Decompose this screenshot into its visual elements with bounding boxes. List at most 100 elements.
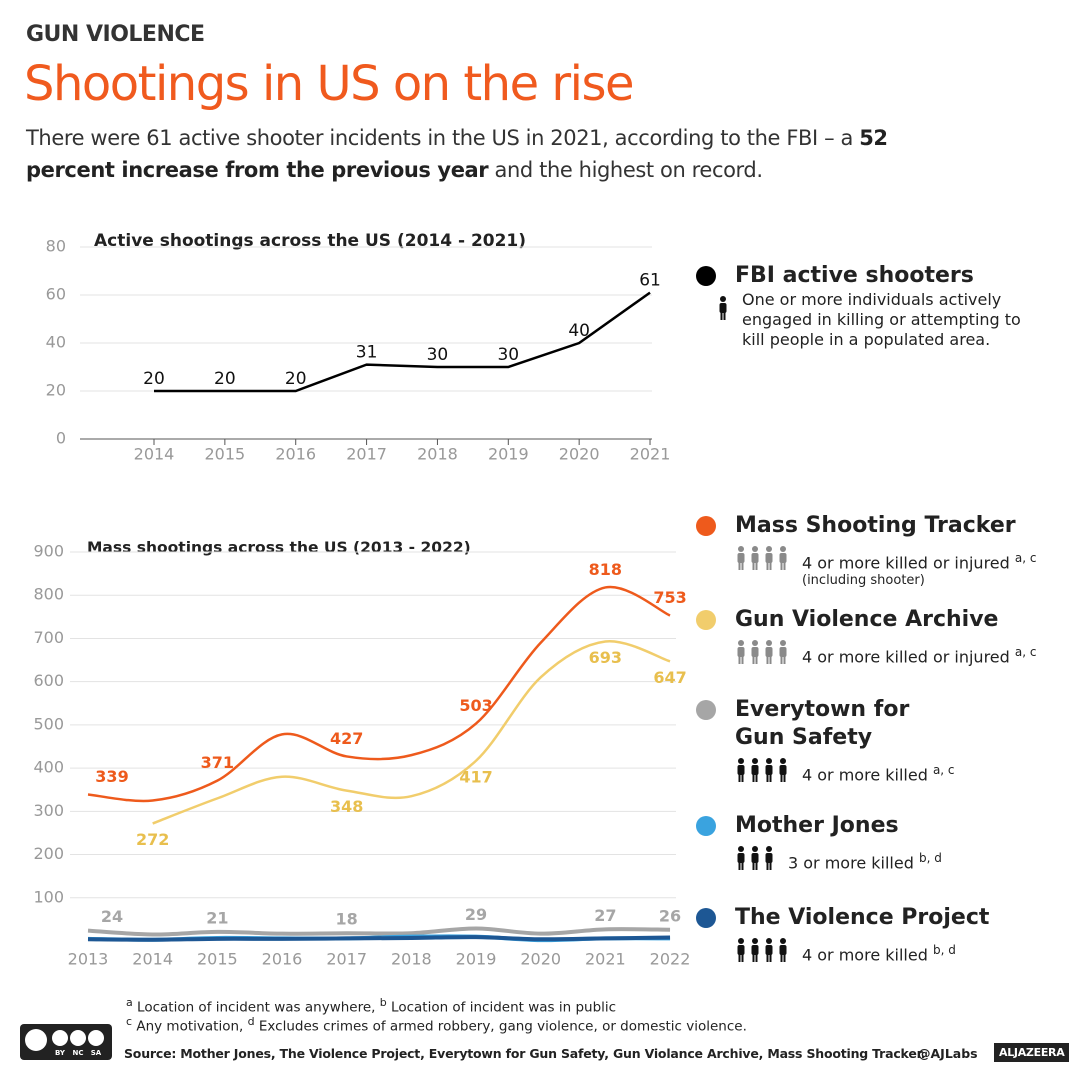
legend-dot [696,816,716,836]
person-icon [779,765,787,775]
person-icon [755,862,758,870]
person-icon [737,553,745,563]
person-icon [766,846,772,852]
data-label: 61 [639,271,661,291]
legend-dot [696,610,716,630]
legend-row: One or more individuals actively engaged… [716,290,1066,350]
person-icon [738,656,741,664]
data-label: 40 [568,321,590,341]
data-label: 503 [459,696,492,715]
person-icon [751,553,759,563]
chart-title: Active shootings across the US (2014 - 2… [94,231,526,251]
legend-name: Mother Jones [735,813,899,838]
legend-item: The Violence Project 4 or more killed b, … [696,904,1066,965]
person-icon [741,562,744,570]
person-icon [783,656,786,664]
x-tick-label: 2020 [559,445,600,464]
data-label: 647 [653,668,686,687]
legend-icons [737,546,787,570]
footnotes: a Location of incident was anywhere, b L… [126,996,616,1016]
person-icon [779,553,787,563]
y-tick-label: 80 [46,237,66,256]
person-icon [780,938,786,944]
person-icon [783,562,786,570]
person-icon [755,562,758,570]
person-icon [751,647,759,657]
footnote-mark: d [247,1015,255,1028]
person-icon [741,954,744,962]
person-icon [752,656,755,664]
y-tick-label: 900 [33,542,64,561]
person-icon [741,656,744,664]
series-line [154,291,651,393]
legend-item: Everytown for Gun Safety 4 or more killed… [696,696,1066,785]
person-icon [765,765,773,775]
data-label: 427 [330,729,363,748]
person-icon [755,954,758,962]
legend-notes: b, d [932,943,956,957]
person-icon [766,862,769,870]
data-label: 30 [497,345,519,365]
footnote: Any motivation, [136,1018,244,1035]
y-tick-label: 600 [33,671,64,690]
x-tick-label: 2019 [488,445,529,464]
legend-detail: (including shooter) [802,573,925,589]
person-icon [738,846,744,852]
y-tick-label: 100 [33,887,64,906]
legend-notes: a, c [932,763,955,777]
license-label: BY [55,1049,66,1057]
x-tick-label: 2014 [132,950,173,969]
person-icon [766,938,772,944]
data-label: 753 [653,588,686,607]
person-icon [765,553,773,563]
series-line [87,935,671,942]
by-icon [52,1030,68,1046]
person-icon [723,312,726,320]
person-icon [780,656,783,664]
y-tick-label: 300 [33,801,64,820]
legend-item: Gun Violence Archive 4 or more killed or … [696,606,1066,667]
legend-name: Mass Shooting Tracker [735,513,1016,538]
series-line [87,926,671,937]
y-tick-label: 60 [46,285,66,304]
footnote: Location of incident was anywhere, [137,999,376,1016]
subtitle: There were 61 active shooter incidents i… [26,122,926,186]
person-icon [738,758,744,764]
legend-description: 4 or more killed b, d [802,940,956,965]
person-icon [766,954,769,962]
x-tick-label: 2017 [326,950,367,969]
person-icon [755,656,758,664]
person-icon [780,640,786,646]
license-label: SA [91,1049,102,1057]
subtitle-emphasis: 52 percent increase from the previous ye… [26,126,888,182]
y-tick-label: 40 [46,333,66,352]
legend-name: FBI active shooters [735,263,974,288]
data-label: 21 [206,908,228,927]
license-badge: BY NC SA [20,1024,112,1060]
person-icon [766,562,769,570]
y-tick-label: 400 [33,758,64,777]
person-icon [766,656,769,664]
legend-icons [737,640,787,664]
x-tick-label: 2014 [134,445,175,464]
person-icon [737,647,745,657]
legend-item: FBI active shooters One or more individua… [696,262,1066,350]
y-tick-label: 500 [33,714,64,733]
person-icon [752,846,758,852]
charts: Active shootings across the US (2014 - 2… [33,231,690,969]
person-icon [752,562,755,570]
data-label: 272 [136,830,169,849]
footnotes: c Any motivation, d Excludes crimes of a… [126,1015,747,1035]
person-icon [780,546,786,552]
legend-description-text: 4 or more killed or injured [802,553,1010,573]
legend-description-text: 4 or more killed [802,765,928,785]
x-tick-label: 2019 [456,950,497,969]
legend-name: Everytown for Gun Safety [735,697,910,750]
person-icon [737,945,745,955]
person-icon [752,774,755,782]
legend-notes: a, c [1014,551,1037,565]
legend-description-text: One or more individuals actively engaged… [742,290,1021,349]
person-icon [741,774,744,782]
subtitle-text: and the highest on record. [488,158,763,182]
person-icon [752,546,758,552]
